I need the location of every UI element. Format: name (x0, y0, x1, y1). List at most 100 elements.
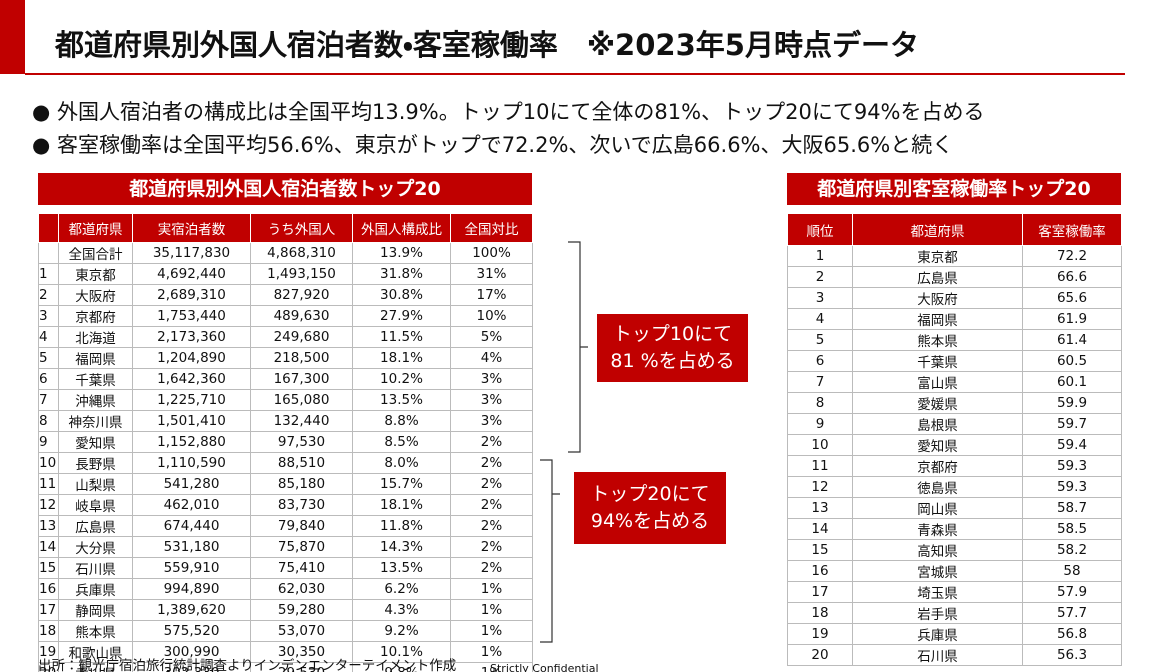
cell: 218,500 (250, 347, 353, 369)
cell: 岩手県 (852, 602, 1023, 624)
cell: 17 (38, 599, 59, 621)
cell: 58.2 (1022, 539, 1122, 561)
cell: 12 (787, 476, 853, 498)
row: 3 京都府 1,753,440 489,630 27.9% 10% (38, 305, 533, 327)
row: 7 沖縄県 1,225,710 165,080 13.5% 3% (38, 389, 533, 411)
header-cell: 都道府県 (852, 213, 1023, 246)
cell: 72.2 (1022, 245, 1122, 267)
row: 14 大分県 531,180 75,870 14.3% 2% (38, 536, 533, 558)
cell: 6.2% (352, 578, 451, 600)
title-rule (25, 73, 1125, 75)
cell: 12 (38, 494, 59, 516)
cell: 兵庫県 (852, 623, 1023, 645)
cell: 4,868,310 (250, 242, 353, 264)
cell: 165,080 (250, 389, 353, 411)
cell: 2% (450, 557, 533, 579)
cell: 長野県 (58, 452, 133, 474)
cell: 9.2% (352, 620, 451, 642)
cell: 13.9% (352, 242, 451, 264)
cell: 11 (787, 455, 853, 477)
cell: 10.2% (352, 368, 451, 390)
cell: 7 (787, 371, 853, 393)
cell: 青森県 (852, 518, 1023, 540)
table-title: 都道府県別客室稼働率トップ20 (787, 173, 1121, 205)
callout-line: トップ10にて (612, 323, 733, 346)
cell: 75,410 (250, 557, 353, 579)
cell: 4.3% (352, 599, 451, 621)
cell: 愛知県 (852, 434, 1023, 456)
cell: 531,180 (132, 536, 251, 558)
cell: 3% (450, 410, 533, 432)
cell: 62,030 (250, 578, 353, 600)
cell: 大阪府 (58, 284, 133, 306)
cell: 17% (450, 284, 533, 306)
cell: 1 (787, 245, 853, 267)
cell: 56.8 (1022, 623, 1122, 645)
header-cell: うち外国人 (250, 213, 353, 243)
row: 20 石川県 56.3 (787, 644, 1122, 666)
cell: 31% (450, 263, 533, 285)
cell: 岐阜県 (58, 494, 133, 516)
cell: 福岡県 (852, 308, 1023, 330)
callout-line: トップ20にて (590, 483, 710, 506)
cell: 58.5 (1022, 518, 1122, 540)
cell: 7 (38, 389, 59, 411)
callout-line: 81 %を占める (610, 350, 735, 372)
cell: 249,680 (250, 326, 353, 348)
cell: 1,753,440 (132, 305, 251, 327)
cell: 宮城県 (852, 560, 1023, 582)
right-table: 順位 都道府県 客室稼働率 1 東京都 72.2 2 広島県 66.6 3 大阪府 65.6 4 福岡県 6… (787, 213, 1122, 666)
row: 4 福岡県 61.9 (787, 308, 1122, 330)
cell: 97,530 (250, 431, 353, 453)
cell: 2,689,310 (132, 284, 251, 306)
header-cell: 外国人構成比 (352, 213, 451, 243)
cell: 59,280 (250, 599, 353, 621)
cell: 静岡県 (58, 599, 133, 621)
cell: 489,630 (250, 305, 353, 327)
cell: 北海道 (58, 326, 133, 348)
cell: 2 (38, 284, 59, 306)
cell: 1,204,890 (132, 347, 251, 369)
cell: 1,389,620 (132, 599, 251, 621)
cell: 56.3 (1022, 644, 1122, 666)
cell: 4% (450, 347, 533, 369)
row: 20香川県302,33029,5309.8%1% (38, 662, 533, 672)
cell: 京都府 (852, 455, 1023, 477)
row: 4 北海道 2,173,360 249,680 11.5% 5% (38, 326, 533, 348)
row: 2 広島県 66.6 (787, 266, 1122, 288)
cell: 60.1 (1022, 371, 1122, 393)
cell: 167,300 (250, 368, 353, 390)
cell: 15.7% (352, 473, 451, 495)
row: 11 京都府 59.3 (787, 455, 1122, 477)
cell: 674,440 (132, 515, 251, 537)
header-cell: 客室稼働率 (1022, 213, 1122, 246)
cell: 13 (38, 515, 59, 537)
callout-line: 94%を占める (590, 510, 710, 532)
cell: 富山県 (852, 371, 1023, 393)
cell: 8.8% (352, 410, 451, 432)
cell: 19 (787, 623, 853, 645)
cell: 2% (450, 515, 533, 537)
cell: 6 (38, 368, 59, 390)
cell: 1,493,150 (250, 263, 353, 285)
cell: 高知県 (852, 539, 1023, 561)
cell: 千葉県 (852, 350, 1023, 372)
row: 8 愛媛県 59.9 (787, 392, 1122, 414)
row: 16 宮城県 58 (787, 560, 1122, 582)
cell: 85,180 (250, 473, 353, 495)
cell: 2 (787, 266, 853, 288)
cell: 4 (38, 326, 59, 348)
cell: 35,117,830 (132, 242, 251, 264)
cell: 17 (787, 581, 853, 603)
cell: 9 (787, 413, 853, 435)
cell: 65.6 (1022, 287, 1122, 309)
bullet-text: 外国人宿泊者の構成比は全国平均13.9%。トップ10にて全体の81%、トップ20… (57, 100, 985, 124)
cell: 1,225,710 (132, 389, 251, 411)
cell: 8 (38, 410, 59, 432)
row: 17 埼玉県 57.9 (787, 581, 1122, 603)
header-cell (38, 213, 59, 243)
cell: 15 (787, 539, 853, 561)
cell: 8.5% (352, 431, 451, 453)
cell: 60.5 (1022, 350, 1122, 372)
header-row: 順位 都道府県 客室稼働率 (787, 213, 1122, 246)
